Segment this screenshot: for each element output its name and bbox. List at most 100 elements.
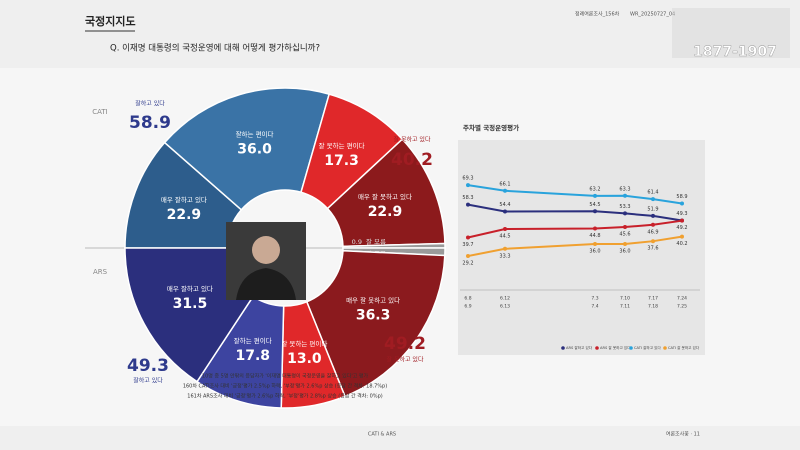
- summary-value: 40.2: [391, 150, 433, 170]
- x-tick-sublabel: 6.9: [464, 304, 471, 310]
- segment-label: 매우 잘하고 있다: [167, 284, 213, 293]
- x-tick-sublabel: 7.11: [620, 304, 630, 310]
- point-label: 54.5: [589, 202, 600, 208]
- x-tick-sublabel: 7.18: [648, 304, 658, 310]
- point: [503, 188, 507, 193]
- point-label: 37.6: [647, 246, 658, 252]
- footer-right: 여론조사꽃 · 11: [666, 431, 700, 438]
- segment-value: 22.9: [368, 204, 403, 220]
- section-label: CATI: [92, 108, 107, 116]
- point-label: 53.3: [619, 204, 630, 210]
- donut-segment: [305, 249, 446, 398]
- segment-value: 31.5: [173, 296, 208, 312]
- segment-value: 17.3: [324, 153, 359, 169]
- x-tick-label: 7.10: [620, 296, 630, 302]
- segment-value: 0.9: [352, 238, 362, 246]
- meta: WR_20250727_04: [630, 12, 675, 18]
- point-label: 54.4: [499, 202, 510, 208]
- question: Q. 이재명 대통령의 국정운영에 대해 어떻게 평가하십니까?: [110, 43, 320, 54]
- summary-label: 잘 못하고 있다: [387, 356, 424, 364]
- donut-segment: [163, 87, 331, 211]
- point-label: 29.2: [462, 261, 473, 267]
- legend-label: ARS 잘하고 있다: [566, 345, 593, 350]
- segment-value: 17.8: [236, 348, 271, 364]
- x-tick-label: 6.8: [464, 296, 471, 302]
- footer-center: CATI & ARS: [368, 432, 396, 438]
- segment-label: 잘 못하는 편이다: [319, 141, 365, 150]
- point-label: 58.3: [462, 195, 473, 201]
- point-label: 40.2: [676, 241, 687, 247]
- summary-value: 58.9: [129, 113, 171, 133]
- line-panel: [458, 140, 705, 355]
- segment-value: 36.0: [237, 141, 272, 157]
- point-label: 61.4: [647, 190, 658, 196]
- point: [651, 239, 655, 244]
- segment-label: 잘 못하는 편이다: [281, 339, 327, 348]
- point: [593, 242, 597, 247]
- point-label: 39.7: [462, 242, 473, 248]
- footnote: 160차 CATI조사 대비 '긍정'평가 2.5%p 하락, '부정'평가 2…: [183, 383, 387, 390]
- point-label: 49.2: [676, 225, 687, 231]
- point: [593, 193, 597, 198]
- point-label: 46.9: [647, 229, 658, 235]
- segment-value: 22.9: [167, 207, 202, 223]
- point: [466, 235, 470, 240]
- segment-value: 13.0: [287, 351, 322, 367]
- point: [466, 254, 470, 259]
- point: [651, 222, 655, 227]
- logo: 1877-1907: [693, 44, 777, 60]
- photo-head: [252, 236, 280, 264]
- point-label: 69.3: [462, 176, 473, 182]
- point: [680, 218, 684, 223]
- point: [623, 225, 627, 230]
- point: [466, 183, 470, 188]
- series-line: [467, 184, 683, 205]
- footnote: 10명 중 5명 안팎의 응답자가 '이재명 대통령이 국정운영을 잘하고 있다…: [202, 373, 369, 380]
- segment-value: 36.3: [356, 307, 391, 323]
- summary-value: 49.2: [384, 334, 426, 354]
- logo-box: [672, 8, 790, 58]
- x-tick-label: 7.24: [677, 296, 687, 302]
- segment-label: 잘하는 편이다: [236, 129, 274, 138]
- series-line: [467, 235, 683, 258]
- point: [623, 211, 627, 216]
- segment-label: 잘하는 편이다: [234, 336, 272, 345]
- legend-marker: [663, 346, 667, 350]
- x-tick-sublabel: 7.4: [591, 304, 598, 310]
- x-tick-label: 7.17: [648, 296, 658, 302]
- point-label: 63.3: [619, 186, 630, 192]
- point: [593, 226, 597, 231]
- summary-value: 49.3: [127, 356, 169, 376]
- point-label: 51.9: [647, 206, 658, 212]
- segment-label: 매우 잘 못하고 있다: [346, 295, 400, 304]
- photo-body: [236, 268, 296, 300]
- point-label: 36.0: [589, 249, 600, 255]
- point-label: 44.8: [589, 233, 600, 239]
- point: [680, 201, 684, 206]
- point-label: 66.1: [499, 181, 510, 187]
- legend-marker: [629, 346, 633, 350]
- series-line: [467, 203, 683, 222]
- line-title: 주차별 국정운영평가: [463, 123, 519, 132]
- footnote: 161차 ARS조사 대비 '긍정'평가 2.6%p 하락, '부정'평가 2.…: [187, 393, 382, 400]
- x-tick-label: 7.3: [591, 296, 598, 302]
- segment-label: 매우 잘 못하고 있다: [358, 192, 412, 201]
- legend-label: CATI 잘하고 있다: [634, 345, 661, 350]
- point: [593, 209, 597, 214]
- point: [503, 209, 507, 214]
- point-label: 63.2: [589, 186, 600, 192]
- point: [623, 193, 627, 198]
- point: [651, 213, 655, 218]
- segment-label: 매우 잘하고 있다: [161, 195, 207, 204]
- legend-marker: [561, 346, 565, 350]
- segment-label: 잘 모름: [366, 238, 386, 246]
- point: [651, 197, 655, 202]
- point: [623, 242, 627, 247]
- x-tick-label: 6.12: [500, 296, 510, 302]
- meta: 정례여론조사_156차: [575, 11, 620, 18]
- series-line: [467, 219, 683, 239]
- point-label: 58.9: [676, 194, 687, 200]
- summary-label: 잘하고 있다: [133, 377, 163, 385]
